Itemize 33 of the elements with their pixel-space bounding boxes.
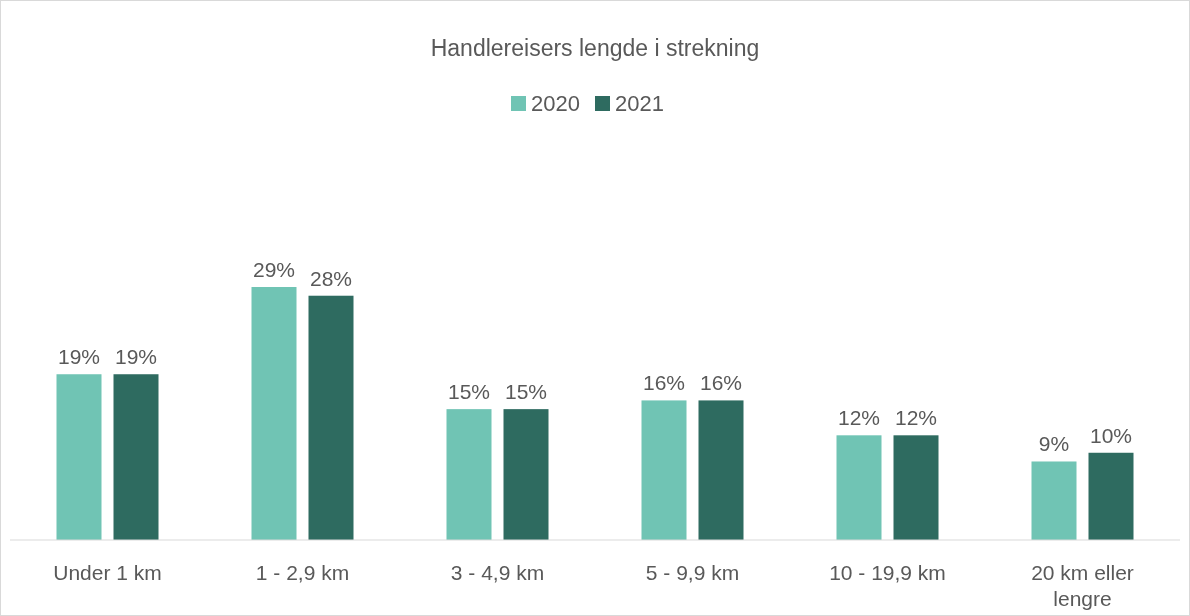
data-label: 12% [894,406,938,430]
bar [503,409,549,540]
legend-label: 2020 [531,91,580,116]
data-label: 9% [1038,432,1070,456]
bar [1031,461,1077,540]
bar [698,400,744,540]
bar [251,287,297,540]
data-label: 29% [252,258,296,281]
data-label: 15% [447,380,491,404]
bar [1088,452,1134,540]
data-label: 16% [642,371,686,395]
data-label: 15% [504,380,548,404]
x-tick-label: 20 km eller lengre [1031,561,1134,610]
chart-title: Handlereisers lengde i strekning [430,35,760,61]
bar [446,409,492,540]
data-label: 28% [309,266,353,290]
data-label: 19% [114,345,158,369]
bar [308,295,354,540]
bar [836,435,882,540]
data-label: 16% [699,371,743,395]
data-label: 12% [837,406,881,430]
bar [893,435,939,540]
legend-label: 2021 [615,91,664,116]
x-tick-label: 5 - 9,9 km [645,561,740,584]
x-tick-label: 1 - 2,9 km [255,561,350,584]
bar [56,374,102,540]
data-label: 10% [1089,423,1133,447]
x-tick-label: Under 1 km [53,561,162,584]
bar [641,400,687,540]
x-tick-label: 10 - 19,9 km [829,561,946,584]
bar [113,374,159,540]
data-label: 19% [57,345,101,369]
x-tick-label: 3 - 4,9 km [450,561,545,584]
